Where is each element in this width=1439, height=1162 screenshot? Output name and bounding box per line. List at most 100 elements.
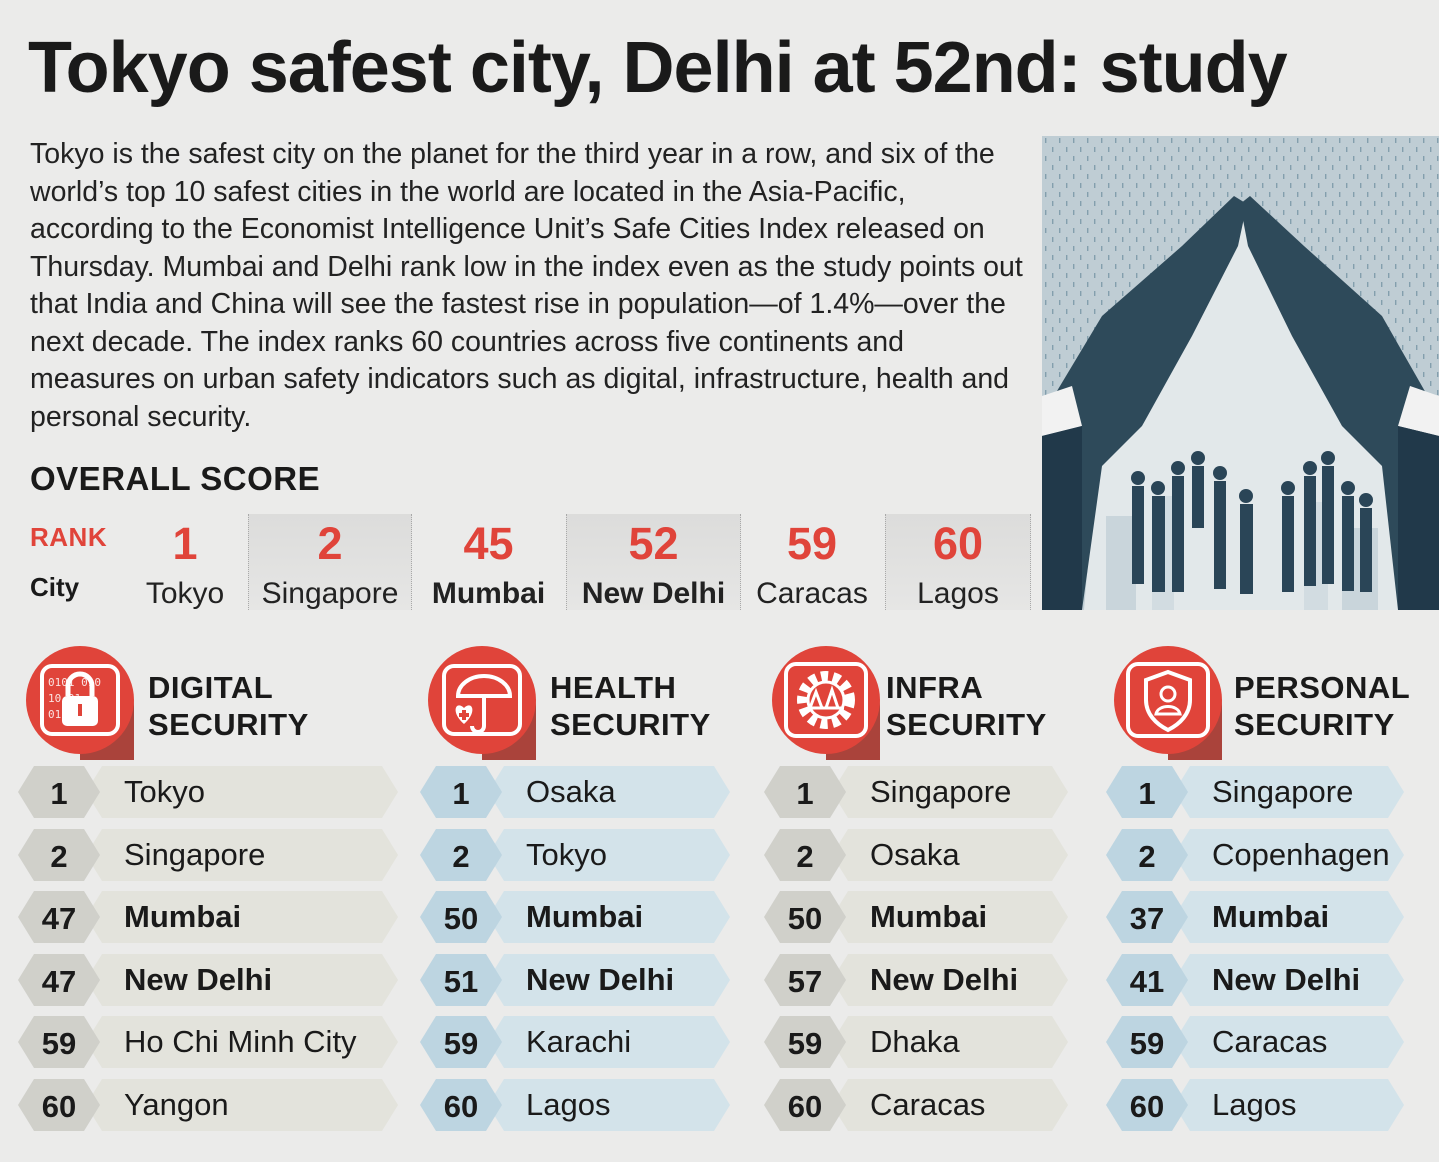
row-city-bar [488,1016,730,1068]
city-label: City [30,572,80,602]
overall-item: 52 New Delhi [566,514,741,610]
overall-item: 45 Mumbai [411,514,566,610]
ranking-row: 47 New Delhi [18,953,398,1006]
row-city: Yangon [124,1086,229,1122]
ranking-row: 59 Dhaka [764,1016,1068,1068]
row-rank-badge [420,1078,502,1131]
row-background [18,828,398,881]
row-city-bar [86,1016,398,1068]
row-rank: 60 [41,1088,77,1124]
row-city-bar [488,953,730,1006]
row-city: Caracas [870,1086,986,1122]
row-city-bar [488,891,730,943]
overall-rank: 60 [932,518,984,569]
row-city-bar [86,766,398,818]
panel-health-security: HEALTH SECURITY 1 Osaka 2 Tokyo 50 Mumbai 51 Ne… [420,644,810,1144]
row-background [1106,766,1404,818]
row-city: New Delhi [124,961,273,997]
row-rank-badge [764,766,846,818]
row-background [764,891,1068,943]
row-background [420,953,730,1006]
row-background [764,828,1068,881]
row-rank: 47 [41,901,77,936]
ranking-row: 1 Osaka [420,766,730,818]
row-background [18,1016,398,1068]
ranking-row: 1 Singapore [1106,766,1404,818]
row-rank: 59 [41,1026,77,1061]
row-background [420,1016,730,1068]
row-background [1106,1078,1404,1131]
row-rank-badge [1106,1078,1188,1131]
row-city: Lagos [526,1086,611,1122]
ranking-row: 59 Caracas [1106,1016,1404,1068]
overall-city: Lagos [917,577,999,610]
illustration-hands-shelter [1042,136,1439,610]
ranking-row: 47 Mumbai [18,891,398,943]
row-background [18,1078,398,1131]
row-rank-badge [18,1016,100,1068]
row-city-bar [488,828,730,881]
row-background [764,953,1068,1006]
row-city: Osaka [870,836,960,872]
row-rank-badge [420,766,502,818]
row-background [1106,891,1404,943]
row-city: Mumbai [526,899,644,934]
overall-rank: 1 [172,518,198,569]
overall-city: Caracas [756,577,868,610]
panel-title-line1: DIGITAL [148,670,274,705]
row-rank-badge [1106,891,1188,943]
row-rank-badge [764,828,846,881]
row-city-bar [832,766,1068,818]
gear-bridge-icon [772,646,880,760]
overall-item: 1 Tokyo [122,514,248,610]
row-background [420,766,730,818]
row-rank-badge [420,953,502,1006]
overall-rank: 52 [628,518,679,569]
row-rank-badge [1106,953,1188,1006]
row-rank-badge [420,1016,502,1068]
row-city: New Delhi [526,961,675,997]
panel-personal-security: PERSONAL SECURITY 1 Singapore 2 Copenhagen 3… [1106,644,1439,1144]
overall-rank: 59 [786,518,838,569]
row-rank: 50 [443,901,479,936]
row-rank: 1 [452,776,470,811]
ranking-row: 59 Ho Chi Minh City [18,1016,398,1068]
row-city: Mumbai [1212,899,1330,934]
row-background [764,1016,1068,1068]
row-background [18,953,398,1006]
row-rank: 60 [443,1088,479,1124]
row-rank: 2 [452,838,470,874]
row-rank-badge [420,891,502,943]
row-rank-badge [1106,828,1188,881]
row-rank: 2 [1138,838,1156,874]
panel-title-line2: SECURITY [148,707,309,742]
ranking-row: 50 Mumbai [764,891,1068,943]
row-rank: 1 [50,776,68,811]
row-background [764,766,1068,818]
row-city: Singapore [870,774,1012,809]
row-city: Mumbai [124,899,242,934]
panel-title-line1: INFRA [886,670,984,705]
panel-title-line2: SECURITY [1234,707,1395,742]
shield-person-icon [1114,646,1222,760]
row-rank: 41 [1129,963,1165,999]
row-rank-badge [18,828,100,881]
overall-score-title: OVERALL SCORE [30,460,321,497]
row-city-bar [832,953,1068,1006]
row-city-bar [1174,953,1404,1006]
row-rank: 60 [1129,1088,1165,1124]
intro-paragraph: Tokyo is the safest city on the planet f… [30,138,1023,433]
row-background [18,891,398,943]
ranking-row: 1 Singapore [764,766,1068,818]
ranking-row: 41 New Delhi [1106,953,1404,1006]
row-city-bar [832,891,1068,943]
panel-title-line1: HEALTH [550,670,677,705]
ranking-row: 2 Copenhagen [1106,828,1404,881]
row-city-bar [1174,1078,1404,1131]
row-rank-badge [420,828,502,881]
row-city-bar [86,828,398,881]
row-rank: 60 [787,1088,823,1124]
ranking-row: 2 Tokyo [420,828,730,881]
overall-city: Mumbai [431,577,546,610]
row-rank: 47 [41,963,77,999]
